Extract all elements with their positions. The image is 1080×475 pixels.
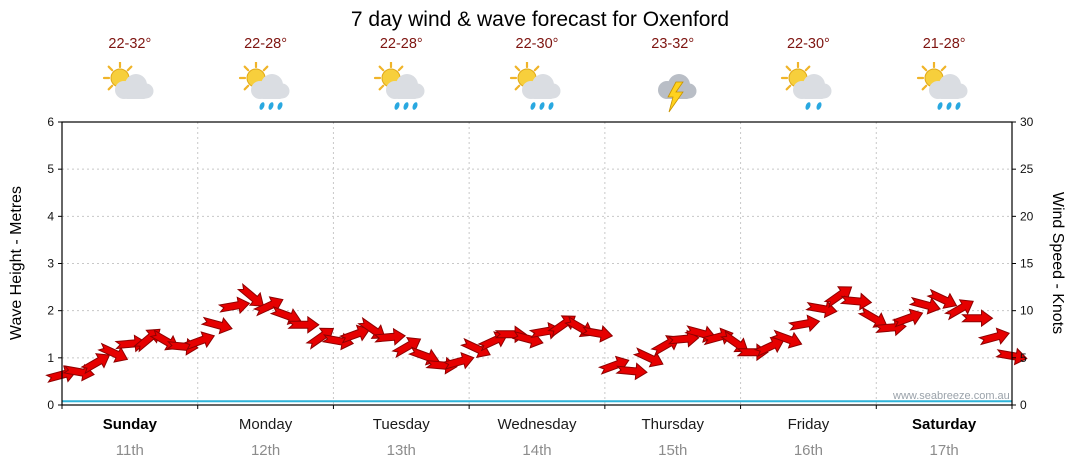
- right-axis-tick: 30: [1020, 115, 1034, 129]
- watermark: www.seabreeze.com.au: [893, 390, 1010, 402]
- left-axis-tick: 3: [47, 257, 54, 271]
- page-title: 7 day wind & wave forecast for Oxenford: [350, 8, 730, 31]
- day-date: 16th: [793, 442, 824, 459]
- right-axis-tick: 10: [1020, 304, 1034, 318]
- day-name: Saturday: [912, 416, 977, 433]
- day-name: Tuesday: [372, 416, 430, 433]
- day-date: 11th: [115, 442, 144, 459]
- day-name: Sunday: [102, 416, 157, 433]
- left-axis-tick: 2: [47, 304, 54, 318]
- day-date: 17th: [929, 442, 959, 459]
- left-axis-tick: 1: [47, 351, 54, 365]
- right-axis-tick: 5: [1020, 351, 1027, 365]
- day-name: Wednesday: [497, 416, 577, 433]
- day-temperature-range: 21-28°: [922, 36, 966, 52]
- showers-icon: [373, 60, 429, 114]
- right-axis-tick: 0: [1020, 398, 1027, 412]
- right-axis-tick: 15: [1020, 257, 1034, 271]
- day-temperature-range: 22-30°: [515, 36, 559, 52]
- day-date: 12th: [250, 442, 281, 459]
- day-name: Friday: [787, 416, 830, 433]
- partly-cloudy-icon: [102, 60, 158, 114]
- right-axis-tick: 25: [1020, 162, 1034, 176]
- day-temperature-range: 22-28°: [379, 36, 423, 52]
- day-temperature-range: 22-32°: [108, 36, 152, 52]
- day-date: 13th: [386, 442, 416, 459]
- left-axis-tick: 6: [47, 115, 54, 129]
- right-axis-tick: 20: [1020, 209, 1034, 223]
- left-axis-tick: 0: [47, 398, 54, 412]
- day-date: 15th: [658, 442, 688, 459]
- day-temperature-range: 22-30°: [786, 36, 830, 52]
- left-axis-tick: 4: [47, 209, 54, 223]
- showers-icon: [509, 60, 565, 114]
- day-name: Monday: [238, 416, 293, 433]
- day-date: 14th: [522, 442, 552, 459]
- left-axis-tick: 5: [47, 162, 54, 176]
- day-temperature-range: 22-28°: [244, 36, 288, 52]
- light-showers-icon: [780, 60, 836, 114]
- day-name: Thursday: [641, 416, 704, 433]
- showers-icon: [916, 60, 972, 114]
- day-temperature-range: 23-32°: [651, 36, 695, 52]
- thunderstorm-icon: [645, 62, 701, 114]
- showers-icon: [238, 60, 294, 114]
